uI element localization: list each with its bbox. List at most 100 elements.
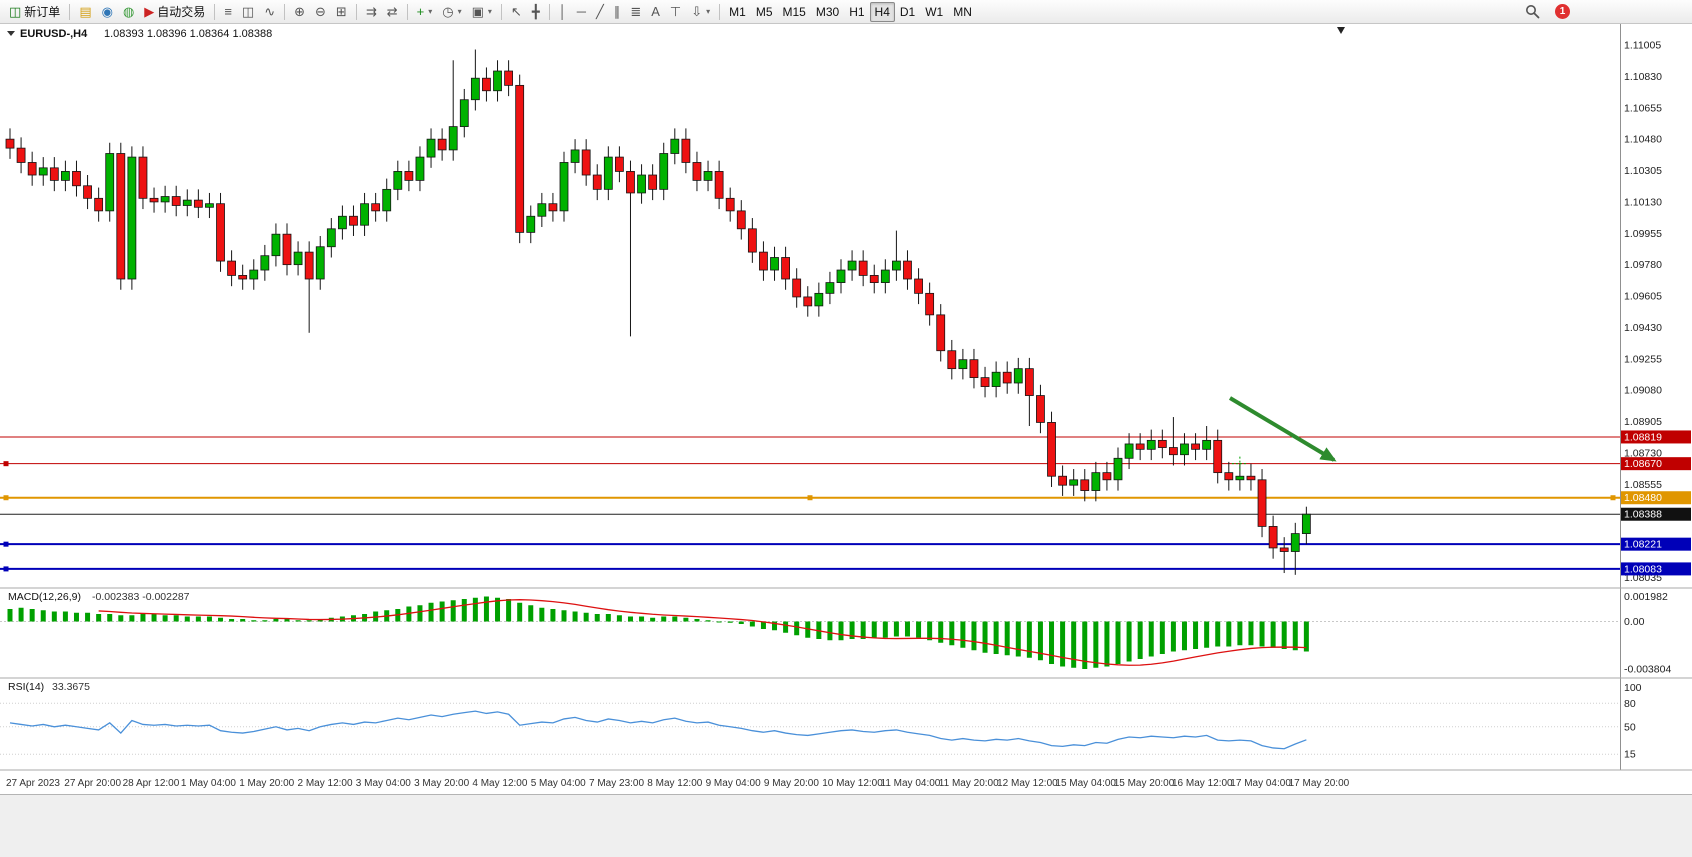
toolbar-separator (406, 3, 408, 20)
macd-bar (306, 620, 312, 622)
timeframe-m1[interactable]: M1 (724, 2, 751, 22)
timeframe-h4-label: H4 (874, 4, 890, 19)
line-handle[interactable] (3, 461, 9, 467)
macd-bar (860, 621, 866, 639)
line-handle[interactable] (3, 566, 9, 572)
templates-button[interactable]: ▣ ▾ (467, 2, 497, 22)
cursor-button[interactable]: ↖ (506, 2, 527, 22)
macd-bar (1270, 621, 1276, 648)
auto-scroll-button[interactable]: ⇉ (361, 2, 382, 22)
macd-bar (539, 607, 545, 622)
candle (559, 162, 569, 212)
trend-arrow-annotation[interactable] (1228, 396, 1337, 462)
signals-button-icon: ◉ (101, 4, 113, 19)
crosshair-button[interactable]: ╋ (527, 2, 545, 22)
rsi-value: 33.3675 (52, 681, 90, 693)
timeframe-w1[interactable]: W1 (920, 2, 948, 22)
chart-shift-marker[interactable] (1337, 27, 1345, 34)
candle (5, 138, 15, 149)
tile-windows-button[interactable]: ⊞ (331, 2, 352, 22)
toolbar-right-group: 1 (1520, 2, 1570, 22)
dropdown-caret-icon: ▾ (487, 7, 492, 16)
line-handle[interactable] (1610, 495, 1616, 501)
tile-windows-button-icon: ⊞ (335, 4, 347, 19)
candle (271, 233, 281, 257)
market-button[interactable]: ◍ (118, 2, 139, 22)
autotrade-button[interactable]: ▶ 自动交易 (139, 2, 210, 22)
candle (869, 275, 879, 283)
notification-badge[interactable]: 1 (1555, 4, 1570, 19)
time-axis-label: 9 May 20:00 (764, 778, 819, 789)
macd-bar (849, 621, 855, 639)
horizontal-line-object[interactable] (0, 566, 1620, 572)
horizontal-line-object[interactable] (0, 461, 1620, 467)
search-button[interactable] (1520, 2, 1545, 22)
candle (216, 203, 225, 262)
entry-cross-marker[interactable] (1231, 456, 1248, 471)
macd-bar (594, 614, 600, 622)
zoom-in-button[interactable]: ⊕ (289, 2, 310, 22)
horizontal-line-object[interactable] (0, 541, 1620, 547)
macd-bar (639, 616, 645, 622)
rsi-tick-label: 15 (1624, 749, 1636, 761)
macd-bar (561, 610, 567, 622)
vertical-line-tool-icon: │ (558, 4, 567, 19)
new-order-button-icon: ◫ (9, 4, 22, 19)
candle (747, 228, 757, 253)
candle (1113, 457, 1123, 481)
timeframe-m15[interactable]: M15 (778, 2, 811, 22)
fibonacci-tool[interactable]: ≣ (625, 2, 646, 22)
macd-bar (871, 621, 877, 638)
timeframe-m5[interactable]: M5 (751, 2, 778, 22)
line-handle[interactable] (807, 495, 813, 501)
arrows-tool[interactable]: ⇩ ▾ (686, 2, 715, 22)
timeframe-d1[interactable]: D1 (895, 2, 920, 22)
horizontal-line-tool[interactable]: ─ (572, 2, 591, 22)
timeframe-h4[interactable]: H4 (869, 1, 895, 22)
zoom-out-button-icon: ⊖ (315, 4, 326, 19)
timeframe-mn[interactable]: MN (948, 2, 977, 22)
market-watch-button[interactable]: ▤ (74, 2, 96, 22)
label-tool[interactable]: ⊤ (665, 2, 686, 22)
macd-bar (450, 600, 456, 622)
bars-chart-button[interactable]: ≡ (219, 2, 237, 22)
trendline-tool[interactable]: ╱ (591, 2, 609, 22)
chart-canvas[interactable]: 1.11005 1.10830 1.10655 1.10480 1.10305 1.101… (0, 24, 1692, 794)
candle (526, 215, 536, 233)
timeframe-m30[interactable]: M30 (811, 2, 844, 22)
new-order-button[interactable]: ◫ 新订单 (4, 2, 65, 22)
line-handle[interactable] (3, 495, 9, 501)
price-tick-label: 1.10655 (1624, 102, 1662, 114)
price-tick-label: 1.09255 (1624, 353, 1662, 365)
quick-trade-toggle-icon[interactable] (7, 31, 15, 36)
vertical-line-tool[interactable]: │ (554, 2, 572, 22)
candle (260, 255, 270, 271)
macd-bar (904, 621, 910, 637)
auto-scroll-button-icon: ⇉ (365, 4, 377, 19)
candles-chart-button[interactable]: ◫ (237, 2, 259, 22)
candle (482, 77, 491, 92)
line-chart-button[interactable]: ∿ (259, 2, 280, 22)
timeframe-mn-label: MN (953, 4, 972, 19)
signals-button[interactable]: ◉ (97, 2, 118, 22)
candle (493, 70, 502, 92)
macd-bar (772, 621, 778, 631)
chart-shift-button[interactable]: ⇄ (382, 2, 403, 22)
chart-window[interactable]: 1.11005 1.10830 1.10655 1.10480 1.10305 1.101… (0, 24, 1692, 794)
macd-bar (1170, 621, 1176, 652)
indicators-button[interactable]: + ▾ (412, 2, 438, 22)
periods-button[interactable]: ◷ ▾ (437, 2, 466, 22)
horizontal-line-object[interactable] (0, 495, 1620, 501)
timeframe-h1[interactable]: H1 (844, 2, 869, 22)
zoom-out-button[interactable]: ⊖ (310, 2, 331, 22)
candle (592, 174, 602, 190)
line-handle[interactable] (3, 541, 9, 547)
macd-bar (1281, 621, 1287, 649)
candle (304, 251, 314, 280)
macd-bar (716, 621, 722, 623)
macd-bar (1303, 621, 1309, 652)
text-tool[interactable]: A (646, 2, 665, 22)
channel-tool[interactable]: ∥ (609, 2, 626, 22)
macd-bar (317, 619, 323, 622)
line-chart-button-icon: ∿ (264, 4, 276, 19)
